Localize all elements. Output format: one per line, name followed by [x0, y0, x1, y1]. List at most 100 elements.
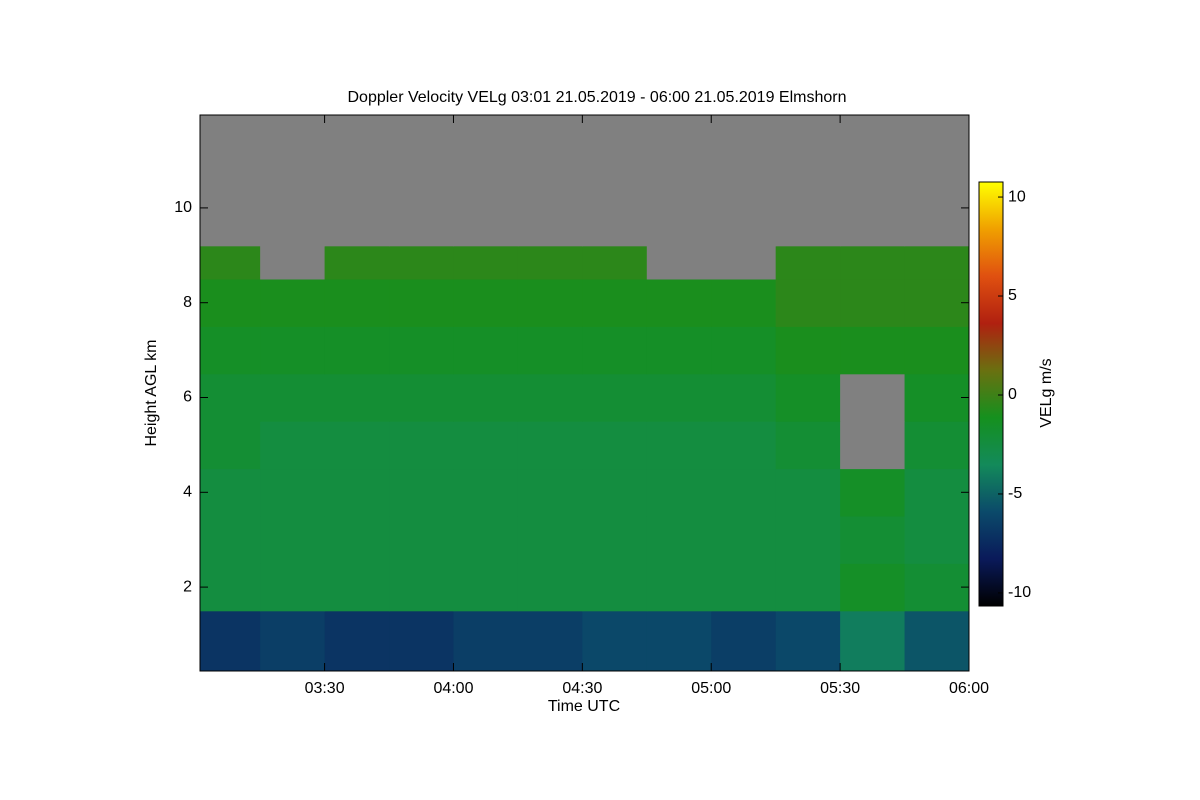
heatmap-cell	[904, 563, 970, 612]
heatmap-cell	[389, 326, 454, 375]
heatmap-cell	[904, 245, 970, 280]
colorbar-tick-label: 0	[1008, 386, 1017, 403]
heatmap-cell	[904, 279, 970, 327]
heatmap-cell	[840, 421, 906, 470]
heatmap-cell	[711, 279, 777, 327]
heatmap-cell	[517, 373, 583, 422]
heatmap-cell	[582, 468, 648, 517]
heatmap-cell	[775, 245, 841, 280]
heatmap-cell	[840, 115, 906, 247]
heatmap-cell	[453, 563, 519, 612]
heatmap-cell	[324, 373, 390, 422]
heatmap-cell	[646, 373, 712, 422]
heatmap-cell	[582, 326, 648, 375]
heatmap-cell	[582, 563, 648, 612]
heatmap-cell	[646, 516, 712, 564]
heatmap-cell	[324, 245, 390, 280]
heatmap-cell	[840, 516, 906, 564]
heatmap-cell	[389, 563, 454, 612]
heatmap-cell	[389, 245, 454, 280]
plot-frame	[199, 114, 970, 672]
heatmap-cell	[517, 326, 583, 375]
heatmap-cell	[517, 516, 583, 564]
heatmap-cell	[582, 245, 648, 280]
heatmap-cell	[453, 373, 519, 422]
heatmap-cell	[646, 326, 712, 375]
x-tick-label: 04:00	[433, 680, 473, 697]
heatmap-cell	[775, 421, 841, 470]
heatmap-cell	[517, 279, 583, 327]
heatmap-cell	[775, 516, 841, 564]
heatmap-cell	[453, 610, 519, 672]
y-axis-label: Height AGL km	[143, 339, 160, 446]
heatmap-cell	[389, 115, 454, 247]
heatmap-cell	[711, 516, 777, 564]
heatmap-cell	[453, 326, 519, 375]
heatmap-cell	[775, 115, 841, 247]
heatmap-cell	[260, 421, 326, 470]
heatmap-cell	[200, 563, 261, 612]
heatmap-cell	[260, 279, 326, 327]
heatmap-cell	[200, 326, 261, 375]
heatmap-cell	[775, 279, 841, 327]
heatmap-cell	[200, 610, 261, 672]
heatmap-cell	[840, 245, 906, 280]
heatmap-cell	[453, 115, 519, 247]
heatmap-cell	[389, 610, 454, 672]
x-tick-label: 03:30	[305, 680, 345, 697]
heatmap-cell	[711, 326, 777, 375]
y-tick-label: 4	[183, 484, 192, 501]
heatmap-cell	[904, 516, 970, 564]
heatmap-cell	[517, 245, 583, 280]
x-tick-label: 05:30	[820, 680, 860, 697]
heatmap-cell	[840, 468, 906, 517]
heatmap-cell	[260, 373, 326, 422]
y-tick-label: 10	[174, 199, 192, 216]
heatmap-cell	[324, 326, 390, 375]
colorbar-tick-label: 10	[1008, 188, 1026, 205]
heatmap-cell	[775, 326, 841, 375]
heatmap-cell	[582, 421, 648, 470]
heatmap-cell	[200, 421, 261, 470]
heatmap-cell	[260, 326, 326, 375]
heatmap-cell	[389, 279, 454, 327]
heatmap-cell	[904, 421, 970, 470]
heatmap-cell	[200, 468, 261, 517]
y-tick-label: 2	[183, 578, 192, 595]
heatmap-cell	[775, 373, 841, 422]
heatmap-cell	[711, 373, 777, 422]
heatmap-cell	[904, 610, 970, 672]
heatmap-cell	[389, 421, 454, 470]
heatmap-cell	[260, 516, 326, 564]
heatmap-cell	[840, 610, 906, 672]
heatmap-cell	[582, 610, 648, 672]
heatmap-cell	[840, 279, 906, 327]
x-tick-label: 06:00	[949, 680, 989, 697]
heatmap-cell	[324, 468, 390, 517]
heatmap-cell	[646, 468, 712, 517]
heatmap-cell	[260, 115, 326, 247]
heatmap-cell	[324, 115, 390, 247]
heatmap-cell	[260, 610, 326, 672]
heatmap-cell	[200, 279, 261, 327]
heatmap-cell	[453, 468, 519, 517]
heatmap-cell	[775, 468, 841, 517]
heatmap-cell	[453, 245, 519, 280]
colorbar	[978, 181, 1004, 607]
heatmap-cell	[582, 115, 648, 247]
heatmap-cell	[324, 610, 390, 672]
heatmap-cell	[711, 468, 777, 517]
x-axis-label: Time UTC	[548, 698, 620, 715]
heatmap-cell	[711, 421, 777, 470]
heatmap-cell	[517, 421, 583, 470]
heatmap-cell	[711, 245, 777, 280]
colorbar-tick-label: -5	[1008, 485, 1022, 502]
heatmap-cell	[324, 421, 390, 470]
heatmap-cell	[453, 516, 519, 564]
heatmap-cell	[711, 563, 777, 612]
heatmap-cell	[200, 115, 261, 247]
colorbar-tick-label: 5	[1008, 287, 1017, 304]
heatmap-cell	[389, 468, 454, 517]
y-tick-label: 8	[183, 294, 192, 311]
